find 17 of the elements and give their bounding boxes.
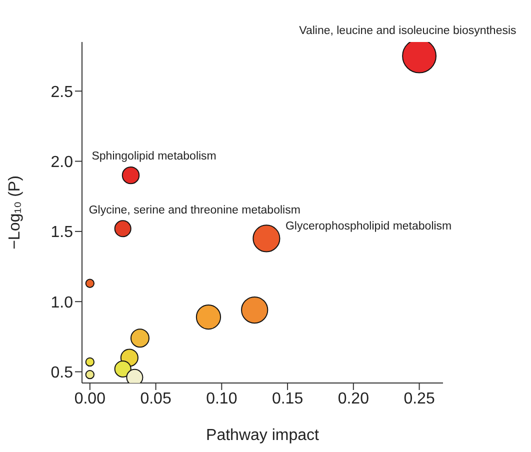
y-tick-label: 0.5 xyxy=(50,364,74,382)
x-axis-title: Pathway impact xyxy=(206,427,320,444)
x-tick-label: 0.15 xyxy=(272,390,304,408)
x-tick-label: 0.25 xyxy=(404,390,435,408)
y-tick-label: 1.5 xyxy=(50,224,74,242)
annotation: Valine, leucine and isoleucine biosynthesis xyxy=(299,25,517,38)
y-tick-label: 1.0 xyxy=(50,294,74,312)
y-axis-title: −Log₁₀ (P) xyxy=(6,176,24,250)
y-tick-label: 2.0 xyxy=(50,154,74,171)
x-tick-label: 0.05 xyxy=(140,390,172,408)
annotation: Glycerophospholipid metabolism xyxy=(285,220,452,232)
y-tick-label: 2.5 xyxy=(50,84,74,101)
annotation: Glycine, serine and threonine metabolism xyxy=(88,204,300,217)
x-tick-label: 0.00 xyxy=(74,390,106,408)
x-tick-label: 0.10 xyxy=(206,390,238,408)
x-tick-label: 0.20 xyxy=(338,390,370,408)
annotation: Sphingolipid metabolism xyxy=(92,150,216,162)
